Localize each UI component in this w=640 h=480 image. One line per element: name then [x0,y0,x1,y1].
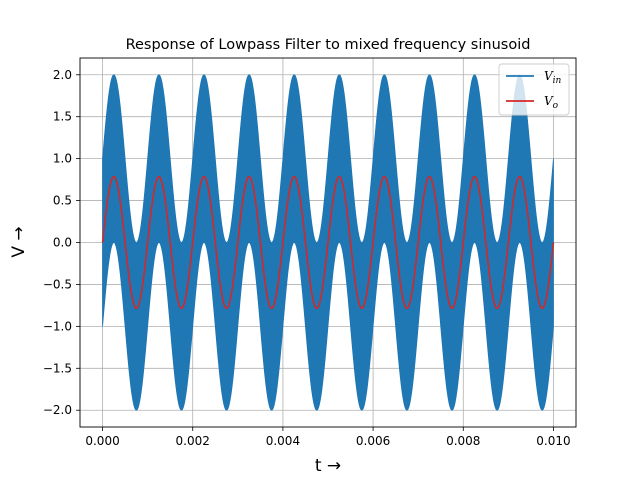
plot-area [101,74,555,411]
legend-vo-sub: o [553,101,559,111]
legend-vo-main: V [544,94,554,108]
y-tick-label: −1.0 [43,319,72,333]
y-tick-label: 2.0 [53,68,72,82]
x-axis-label: t → [315,456,341,476]
legend-vin-sub: in [553,76,562,86]
legend-vo-label: Vo [544,94,559,111]
y-tick-label: −2.0 [43,403,72,417]
legend: Vin Vo [498,63,570,116]
y-tick-label: −0.5 [43,277,72,291]
y-tick-label: 1.0 [53,152,72,166]
legend-vin-main: V [544,69,554,83]
y-tick-label: 1.5 [53,110,72,124]
x-tick-label: 0.010 [536,434,570,448]
chart-title: Response of Lowpass Filter to mixed freq… [126,37,531,53]
x-tick-label: 0.006 [356,434,390,448]
y-axis-label: V → [9,226,29,257]
x-tick-label: 0.002 [176,434,210,448]
y-tick-label: −1.5 [43,361,72,375]
x-axis-ticks: 0.000 0.002 0.004 0.006 0.008 0.010 [85,427,571,448]
x-tick-label: 0.000 [85,434,119,448]
y-tick-label: 0.0 [53,236,72,250]
legend-box [498,63,570,116]
x-tick-label: 0.008 [446,434,480,448]
y-axis-ticks: −2.0 −1.5 −1.0 −0.5 0.0 0.5 1.0 1.5 2.0 [43,68,80,417]
y-tick-label: 0.5 [53,194,72,208]
legend-vin-label: Vin [544,69,562,86]
series-vo-line [101,175,555,310]
x-tick-label: 0.004 [266,434,300,448]
